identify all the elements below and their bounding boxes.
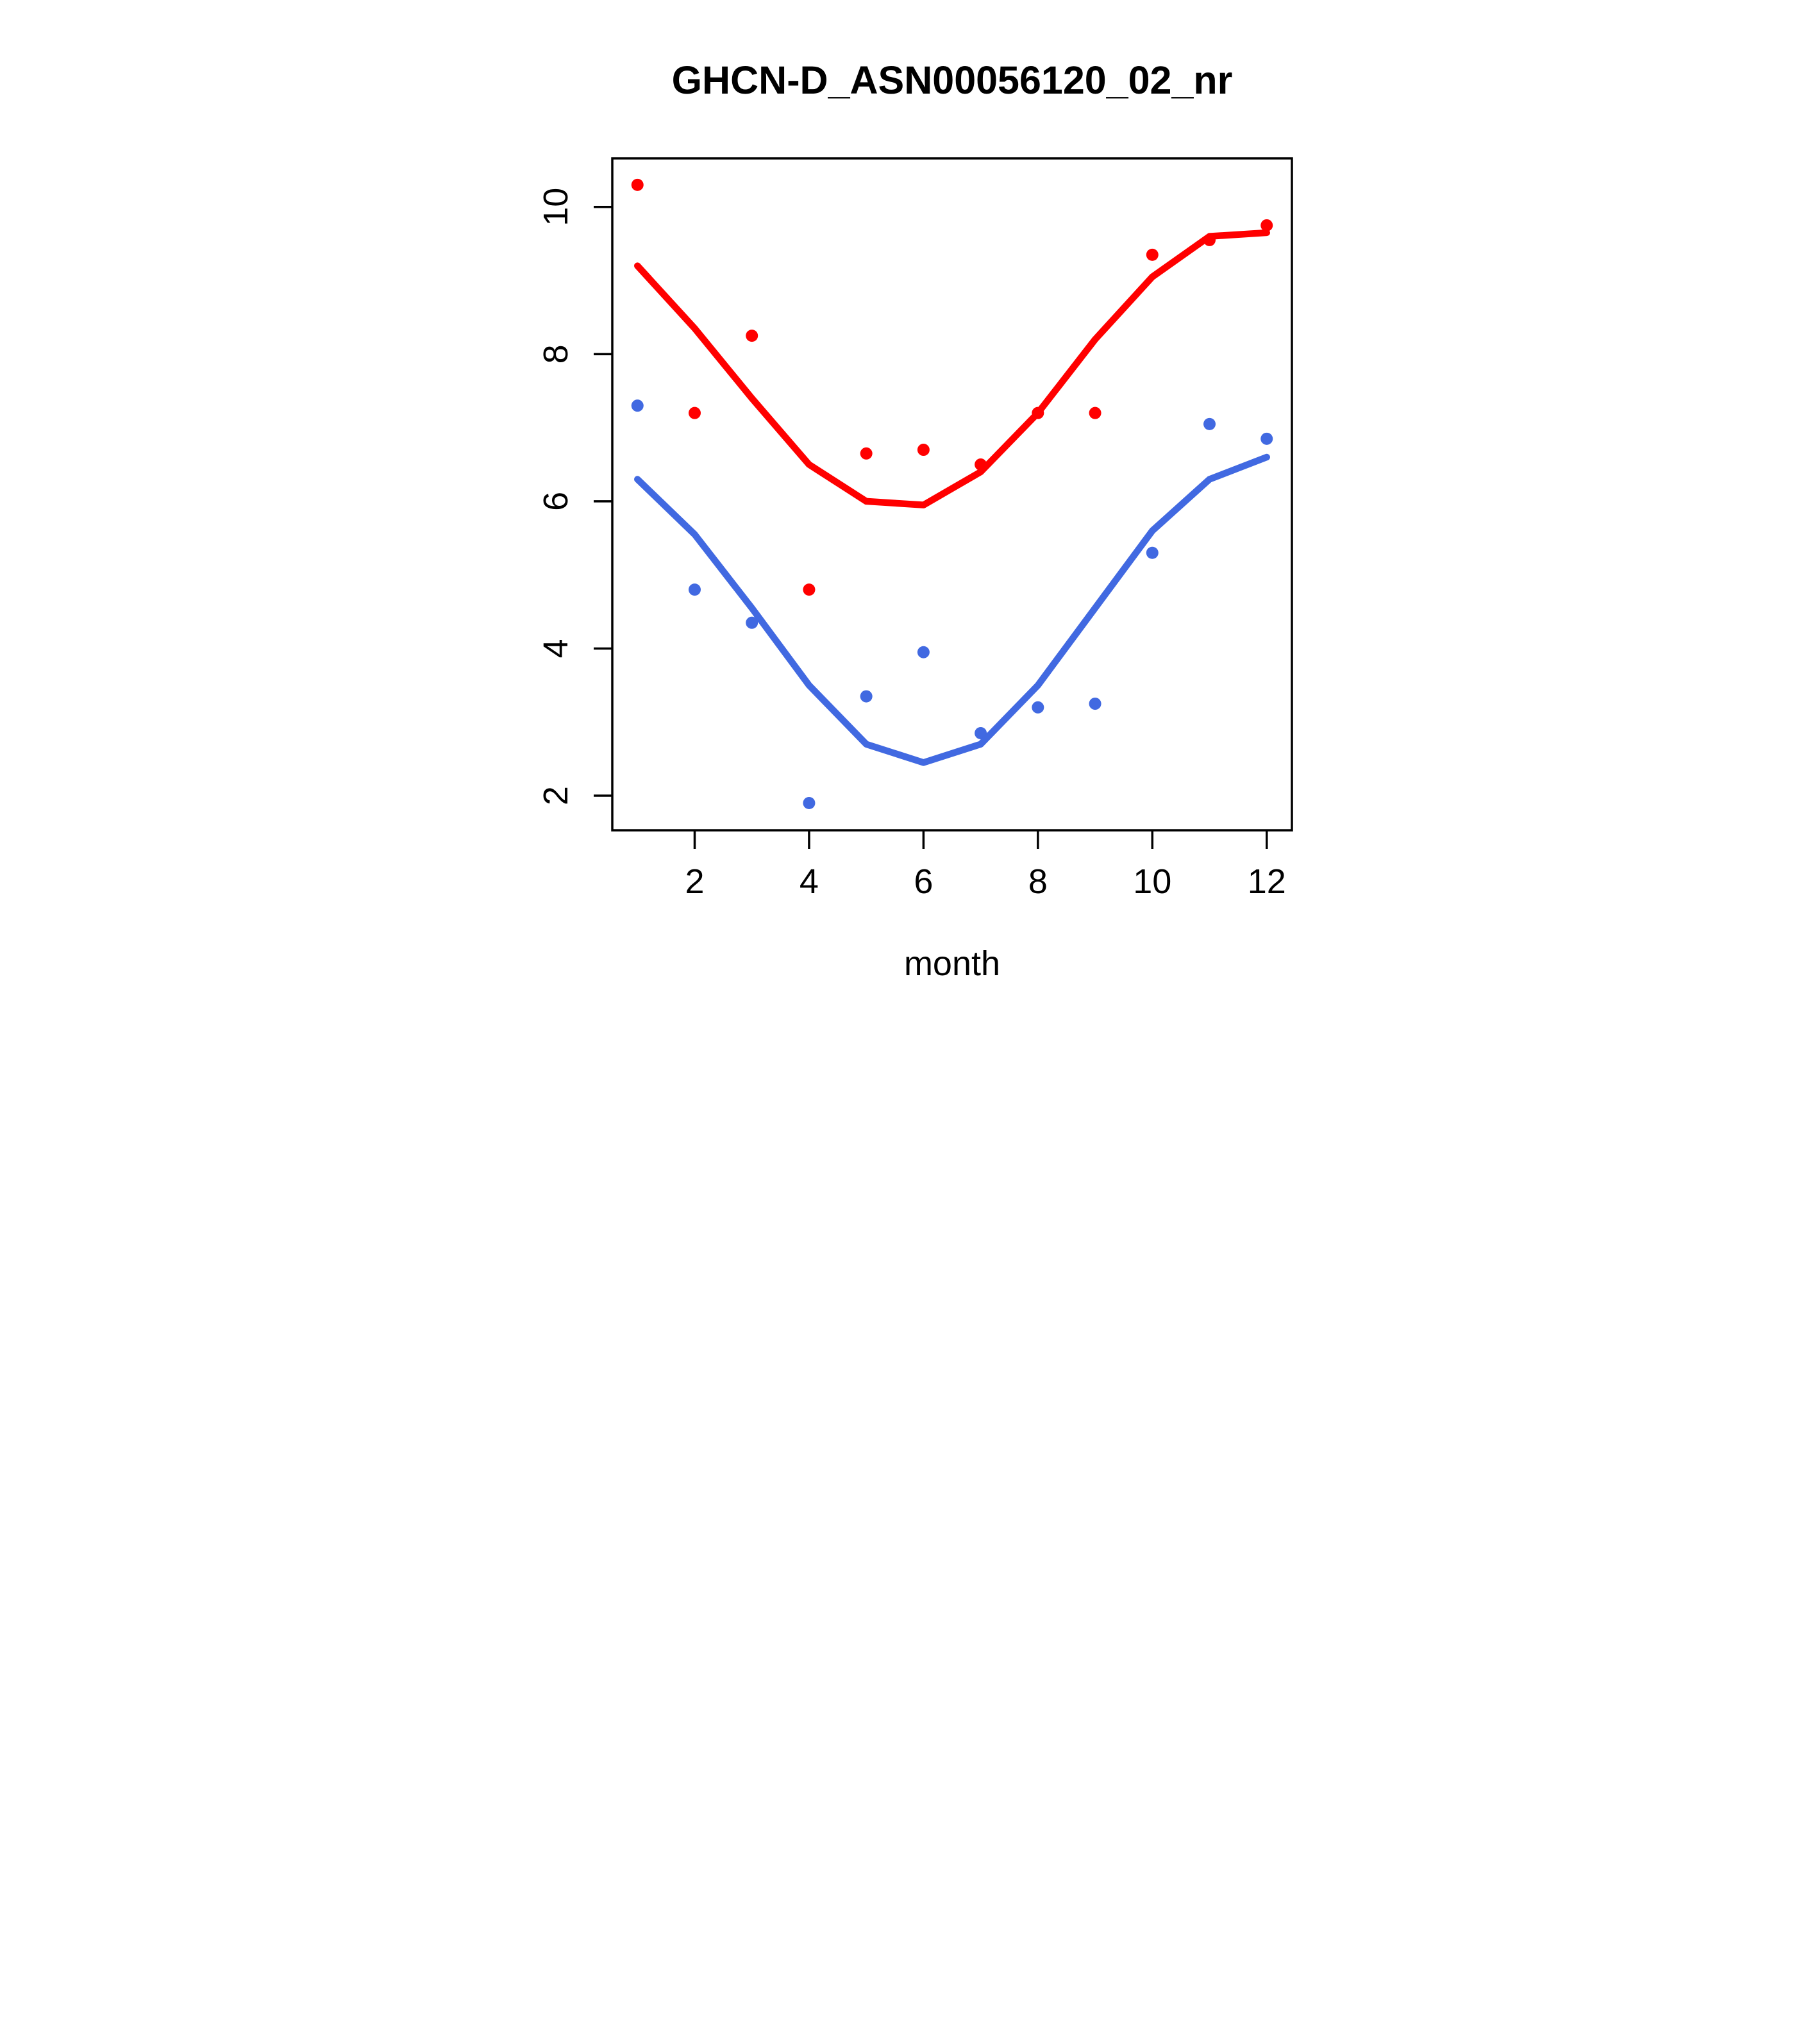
red-points-month-6 bbox=[917, 444, 930, 457]
x-axis-label: month bbox=[903, 944, 1000, 983]
x-tick-label: 2 bbox=[685, 862, 704, 901]
red-points-month-12 bbox=[1260, 219, 1273, 231]
x-tick-label: 10 bbox=[1133, 862, 1171, 901]
plot-box bbox=[610, 157, 1293, 832]
blue-points-month-5 bbox=[860, 690, 873, 703]
blue-points-month-7 bbox=[974, 726, 987, 739]
x-tick-label: 8 bbox=[1028, 862, 1047, 901]
red-points-month-10 bbox=[1146, 248, 1159, 261]
red-points-month-2 bbox=[688, 406, 701, 419]
blue-points-month-4 bbox=[802, 797, 815, 810]
y-tick-label: 8 bbox=[536, 344, 574, 364]
plot-layer: 2 4 6 8 10 12 2 4 6 8 10 bbox=[536, 157, 1293, 901]
blue-points-month-2 bbox=[688, 583, 701, 596]
y-tick-label: 10 bbox=[536, 188, 574, 226]
blue-points-month-9 bbox=[1089, 698, 1101, 710]
red-points-month-5 bbox=[860, 447, 873, 460]
plot-background bbox=[454, 0, 1363, 1022]
y-tick-label: 4 bbox=[536, 639, 574, 658]
red-points-month-3 bbox=[745, 330, 758, 342]
x-tick-label: 4 bbox=[799, 862, 818, 901]
red-smooth-line bbox=[633, 229, 1270, 508]
red-points-month-9 bbox=[1089, 406, 1101, 419]
red-points-month-4 bbox=[802, 583, 815, 596]
y-tick-label: 6 bbox=[536, 492, 574, 511]
blue-points-month-1 bbox=[631, 399, 644, 412]
x-tick-label: 6 bbox=[914, 862, 933, 901]
scatter-plot: GHCN-D_ASN00056120_02_nr 2 4 6 8 10 12246810 … bbox=[454, 0, 1363, 1022]
x-tick-label: 12 bbox=[1247, 862, 1285, 901]
red-points-month-1 bbox=[631, 178, 644, 191]
blue-points-month-11 bbox=[1203, 417, 1216, 430]
y-tick-label: 2 bbox=[536, 786, 574, 805]
blue-points-month-3 bbox=[745, 616, 758, 629]
blue-smooth-line bbox=[633, 453, 1270, 766]
blue-points-month-12 bbox=[1260, 432, 1273, 445]
blue-points-month-6 bbox=[917, 646, 930, 658]
figure-container: GHCN-D_ASN00056120_02_nr 2 4 6 8 10 12 2 4 6 8 10 … bbox=[454, 0, 1363, 1022]
blue-points-month-8 bbox=[1031, 701, 1044, 714]
chart-title: GHCN-D_ASN00056120_02_nr bbox=[671, 58, 1232, 102]
blue-points-month-10 bbox=[1146, 546, 1159, 559]
